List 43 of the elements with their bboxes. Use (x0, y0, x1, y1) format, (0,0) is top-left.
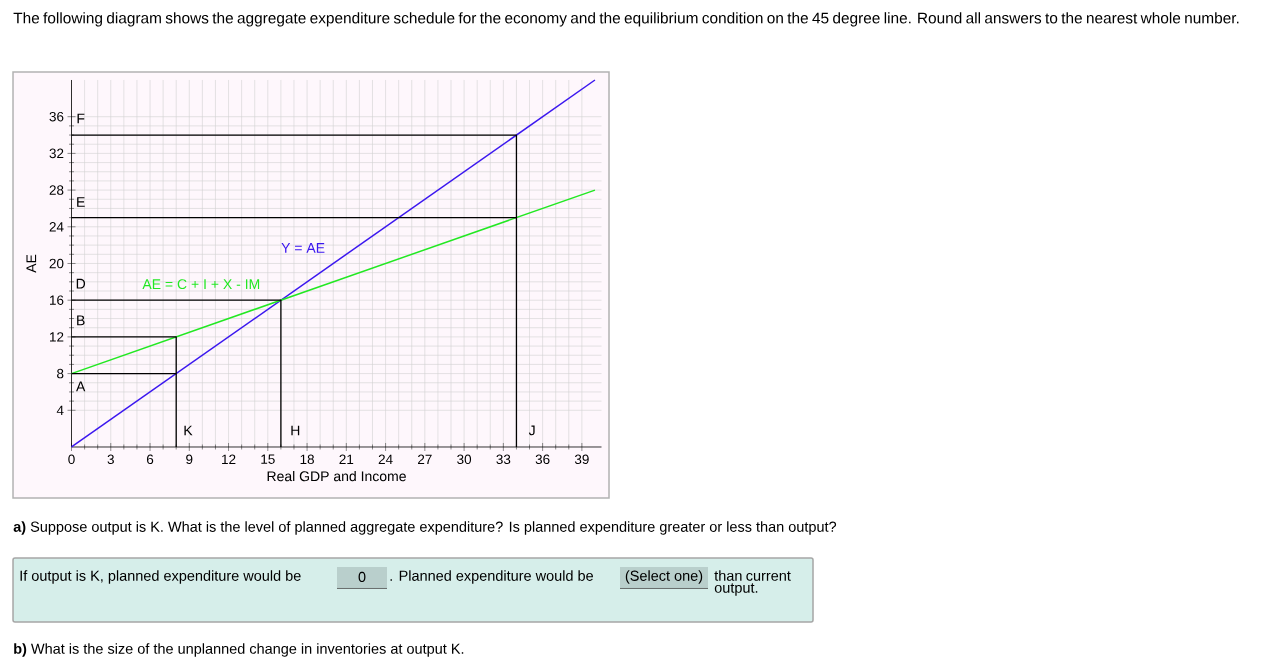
y-tick-label: 36 (49, 111, 64, 122)
annotation: B (77, 315, 85, 326)
annotation: D (76, 278, 86, 289)
y-tick-label: 4 (56, 405, 64, 415)
text: a) Suppose output is K. What is the level of planned aggregate expenditure? Is planned expenditure greater or less than output? (13, 521, 837, 535)
x-tick-label: 30 (457, 454, 472, 465)
text: If output is K, planned expenditure would be (20, 570, 301, 584)
x-tick-label: 27 (418, 454, 432, 464)
text: than current output. (714, 570, 791, 596)
y-tick-label: 12 (50, 332, 64, 342)
text: . Planned expenditure would be (390, 570, 593, 584)
x-tick-label: 9 (186, 454, 193, 465)
annotation: H (291, 425, 300, 436)
x-tick-label: 36 (535, 454, 550, 465)
x-tick-label: 3 (107, 454, 114, 465)
series-label: Y = AE (281, 243, 325, 253)
text: 0 (358, 571, 366, 583)
x-tick-label: 33 (496, 454, 511, 465)
annotation: A (76, 381, 86, 392)
annotation: F (77, 113, 85, 124)
text: (Select one) (625, 570, 703, 584)
x-tick-label: 24 (378, 454, 393, 464)
y-tick-label: 8 (57, 368, 64, 379)
text: b) What is the size of the unplanned change in inventories at output K. (14, 643, 464, 657)
y-tick-label: 20 (49, 258, 64, 269)
y-tick-label: 32 (49, 148, 64, 159)
annotation: E (77, 197, 85, 207)
x-tick-label: 6 (146, 454, 154, 465)
y-tick-label: 24 (49, 222, 64, 232)
annotation: K (184, 425, 193, 436)
x-tick-label: 21 (339, 454, 354, 464)
annotation: J (528, 425, 535, 436)
y-axis-title: AE (26, 254, 37, 273)
y-tick-label: 28 (49, 185, 64, 195)
x-tick-label: 12 (222, 454, 236, 464)
x-tick-label: 0 (68, 454, 75, 465)
x-tick-label: 18 (300, 454, 314, 465)
y-tick-label: 16 (50, 295, 64, 305)
x-tick-label: 39 (574, 454, 589, 465)
chart-title: The following diagram shows the aggregate expenditure schedule for the economy and the equilibrium condition on the 45 degree line. Round all answers to the nearest whole number. (13, 12, 1239, 27)
x-axis-title: Real GDP and Income (267, 470, 406, 482)
series-label: AE = C + I + X - IM (142, 279, 260, 290)
x-tick-label: 15 (261, 454, 275, 464)
